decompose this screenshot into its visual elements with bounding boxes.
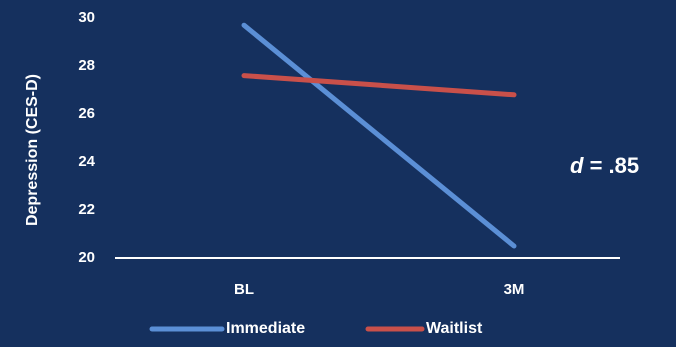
y-tick-label: 24 — [78, 153, 95, 170]
legend-label-waitlist: Waitlist — [426, 320, 483, 337]
effect-size-value: = .85 — [590, 153, 640, 178]
y-tick-label: 22 — [78, 201, 95, 218]
effect-size-annotation: d = .85 — [570, 153, 639, 178]
series-line-waitlist — [241, 73, 517, 98]
x-tick-label: BL — [234, 281, 254, 298]
y-tick-label: 30 — [78, 9, 95, 26]
y-tick-label: 26 — [78, 105, 95, 122]
x-tick-label: 3M — [504, 281, 525, 298]
y-tick-label: 28 — [78, 57, 95, 74]
series-lines — [241, 22, 517, 249]
y-axis-label-group: Depression (CES-D) — [24, 74, 41, 226]
y-axis-label: Depression (CES-D) — [24, 74, 41, 226]
effect-size-symbol: d — [570, 153, 584, 178]
y-axis-ticks: 20 22 24 26 28 30 — [78, 9, 95, 266]
x-axis-ticks: BL 3M — [234, 281, 524, 298]
legend: Immediate Waitlist — [149, 320, 483, 337]
legend-label-immediate: Immediate — [226, 320, 305, 337]
y-tick-label: 20 — [78, 249, 95, 266]
series-line-immediate — [241, 22, 517, 249]
